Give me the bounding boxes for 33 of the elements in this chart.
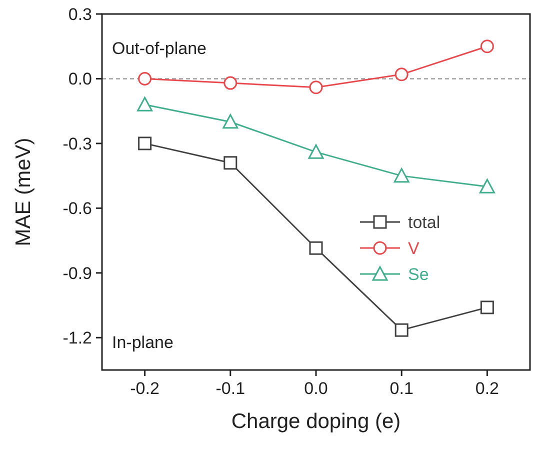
point xyxy=(394,323,408,337)
legend-label: V xyxy=(408,238,420,258)
y-tick-label: -0.6 xyxy=(62,199,92,218)
x-tick-label: 0.2 xyxy=(475,379,500,398)
y-tick-label: -0.9 xyxy=(62,264,92,283)
point xyxy=(480,40,494,54)
y-axis-title: MAE (meV) xyxy=(12,138,35,246)
point xyxy=(224,76,238,90)
x-tick-label: 0.1 xyxy=(390,379,414,398)
y-tick-label: -0.3 xyxy=(62,134,92,154)
x-tick-label: -0.1 xyxy=(216,379,246,398)
point xyxy=(138,136,152,150)
point xyxy=(394,168,410,183)
point xyxy=(479,178,495,194)
point xyxy=(138,72,152,86)
point xyxy=(480,300,494,314)
y-tick-label: -1.2 xyxy=(62,328,92,348)
y-tick-label: 0.0 xyxy=(68,70,92,89)
x-tick-label: 0.0 xyxy=(304,379,328,398)
point xyxy=(224,156,238,170)
x-axis-title: Charge doping (e) xyxy=(231,410,401,433)
point xyxy=(137,96,153,112)
legend-label: Se xyxy=(408,264,429,284)
point xyxy=(222,114,238,129)
point xyxy=(394,68,408,82)
point xyxy=(308,144,324,159)
y-tick-label: 0.3 xyxy=(68,4,92,24)
point xyxy=(309,80,323,94)
annotation: In-plane xyxy=(112,333,174,352)
x-tick-label: -0.2 xyxy=(130,379,160,398)
annotation: Out-of-plane xyxy=(112,39,206,58)
legend-label: total xyxy=(408,212,440,232)
point xyxy=(309,241,323,255)
